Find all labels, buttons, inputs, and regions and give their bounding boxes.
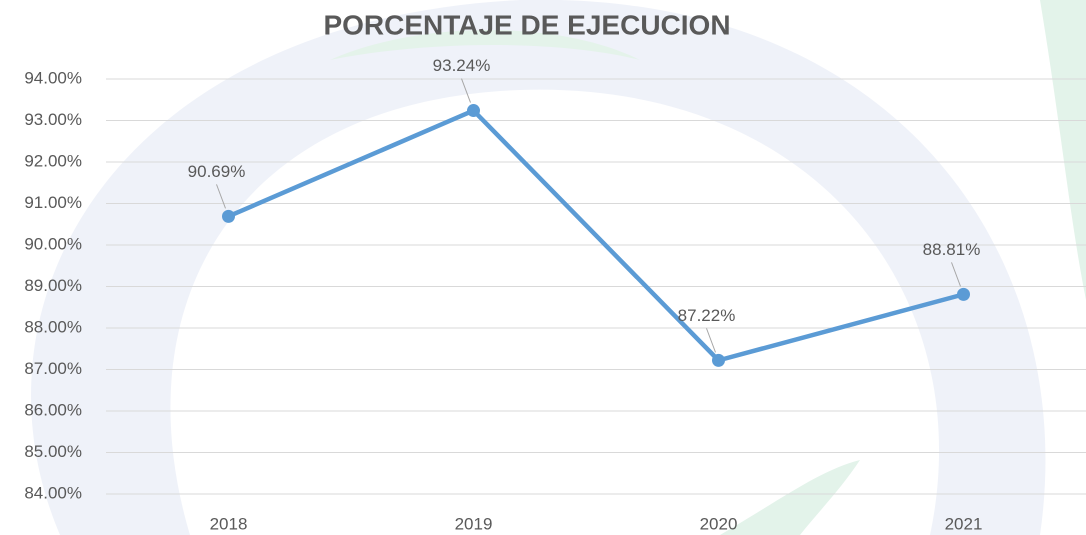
y-tick-label: 93.00% — [24, 110, 82, 129]
y-tick-label: 94.00% — [24, 68, 82, 87]
x-tick-label: 2021 — [945, 514, 983, 533]
chart-title: PORCENTAJE DE EJECUCION — [323, 9, 730, 40]
background-decoration — [31, 0, 1086, 535]
data-label: 87.22% — [678, 306, 736, 325]
y-tick-label: 88.00% — [24, 317, 82, 336]
data-point — [712, 354, 725, 367]
data-label: 88.81% — [923, 240, 981, 259]
data-label: 93.24% — [433, 56, 491, 75]
y-tick-label: 89.00% — [24, 276, 82, 295]
y-tick-label: 90.00% — [24, 234, 82, 253]
chart: PORCENTAJE DE EJECUCION 84.00% 85.00% 86.0… — [0, 0, 1086, 535]
data-point — [957, 288, 970, 301]
page: PORCENTAJE DE EJECUCION 84.00% 85.00% 86.0… — [0, 0, 1086, 535]
x-tick-label: 2019 — [455, 514, 493, 533]
y-tick-label: 85.00% — [24, 442, 82, 461]
x-tick-label: 2018 — [210, 514, 248, 533]
data-point — [467, 104, 480, 117]
y-tick-label: 92.00% — [24, 151, 82, 170]
data-point — [222, 210, 235, 223]
y-tick-label: 86.00% — [24, 400, 82, 419]
y-tick-label: 87.00% — [24, 359, 82, 378]
data-label: 90.69% — [188, 162, 246, 181]
x-tick-label: 2020 — [700, 514, 738, 533]
y-tick-label: 84.00% — [24, 483, 82, 502]
y-tick-label: 91.00% — [24, 193, 82, 212]
